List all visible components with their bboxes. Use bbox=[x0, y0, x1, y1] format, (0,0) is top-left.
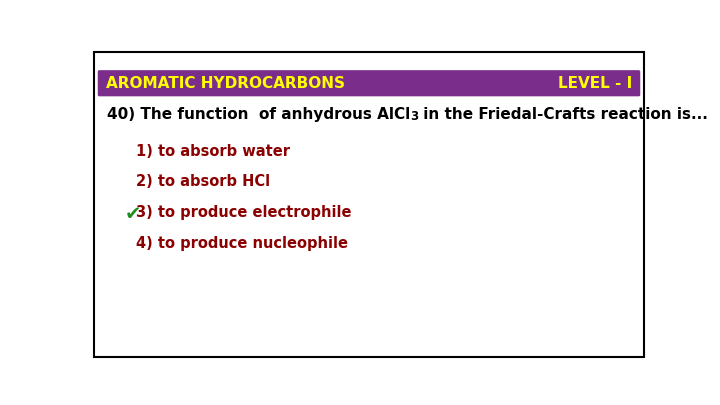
FancyBboxPatch shape bbox=[94, 53, 644, 356]
Text: LEVEL - I: LEVEL - I bbox=[558, 76, 632, 91]
Text: ✔: ✔ bbox=[125, 205, 141, 224]
Text: in the Friedal-Crafts reaction is...: in the Friedal-Crafts reaction is... bbox=[418, 107, 708, 121]
Text: 1) to absorb water: 1) to absorb water bbox=[137, 143, 290, 158]
Text: 2) to absorb HCl: 2) to absorb HCl bbox=[137, 174, 271, 189]
FancyBboxPatch shape bbox=[98, 70, 640, 96]
Text: 4) to produce nucleophile: 4) to produce nucleophile bbox=[137, 236, 348, 251]
Text: 3) to produce electrophile: 3) to produce electrophile bbox=[137, 205, 352, 220]
Text: AROMATIC HYDROCARBONS: AROMATIC HYDROCARBONS bbox=[106, 76, 344, 91]
Text: 3: 3 bbox=[410, 110, 418, 123]
Text: 40) The function  of anhydrous AlCl: 40) The function of anhydrous AlCl bbox=[107, 107, 410, 121]
